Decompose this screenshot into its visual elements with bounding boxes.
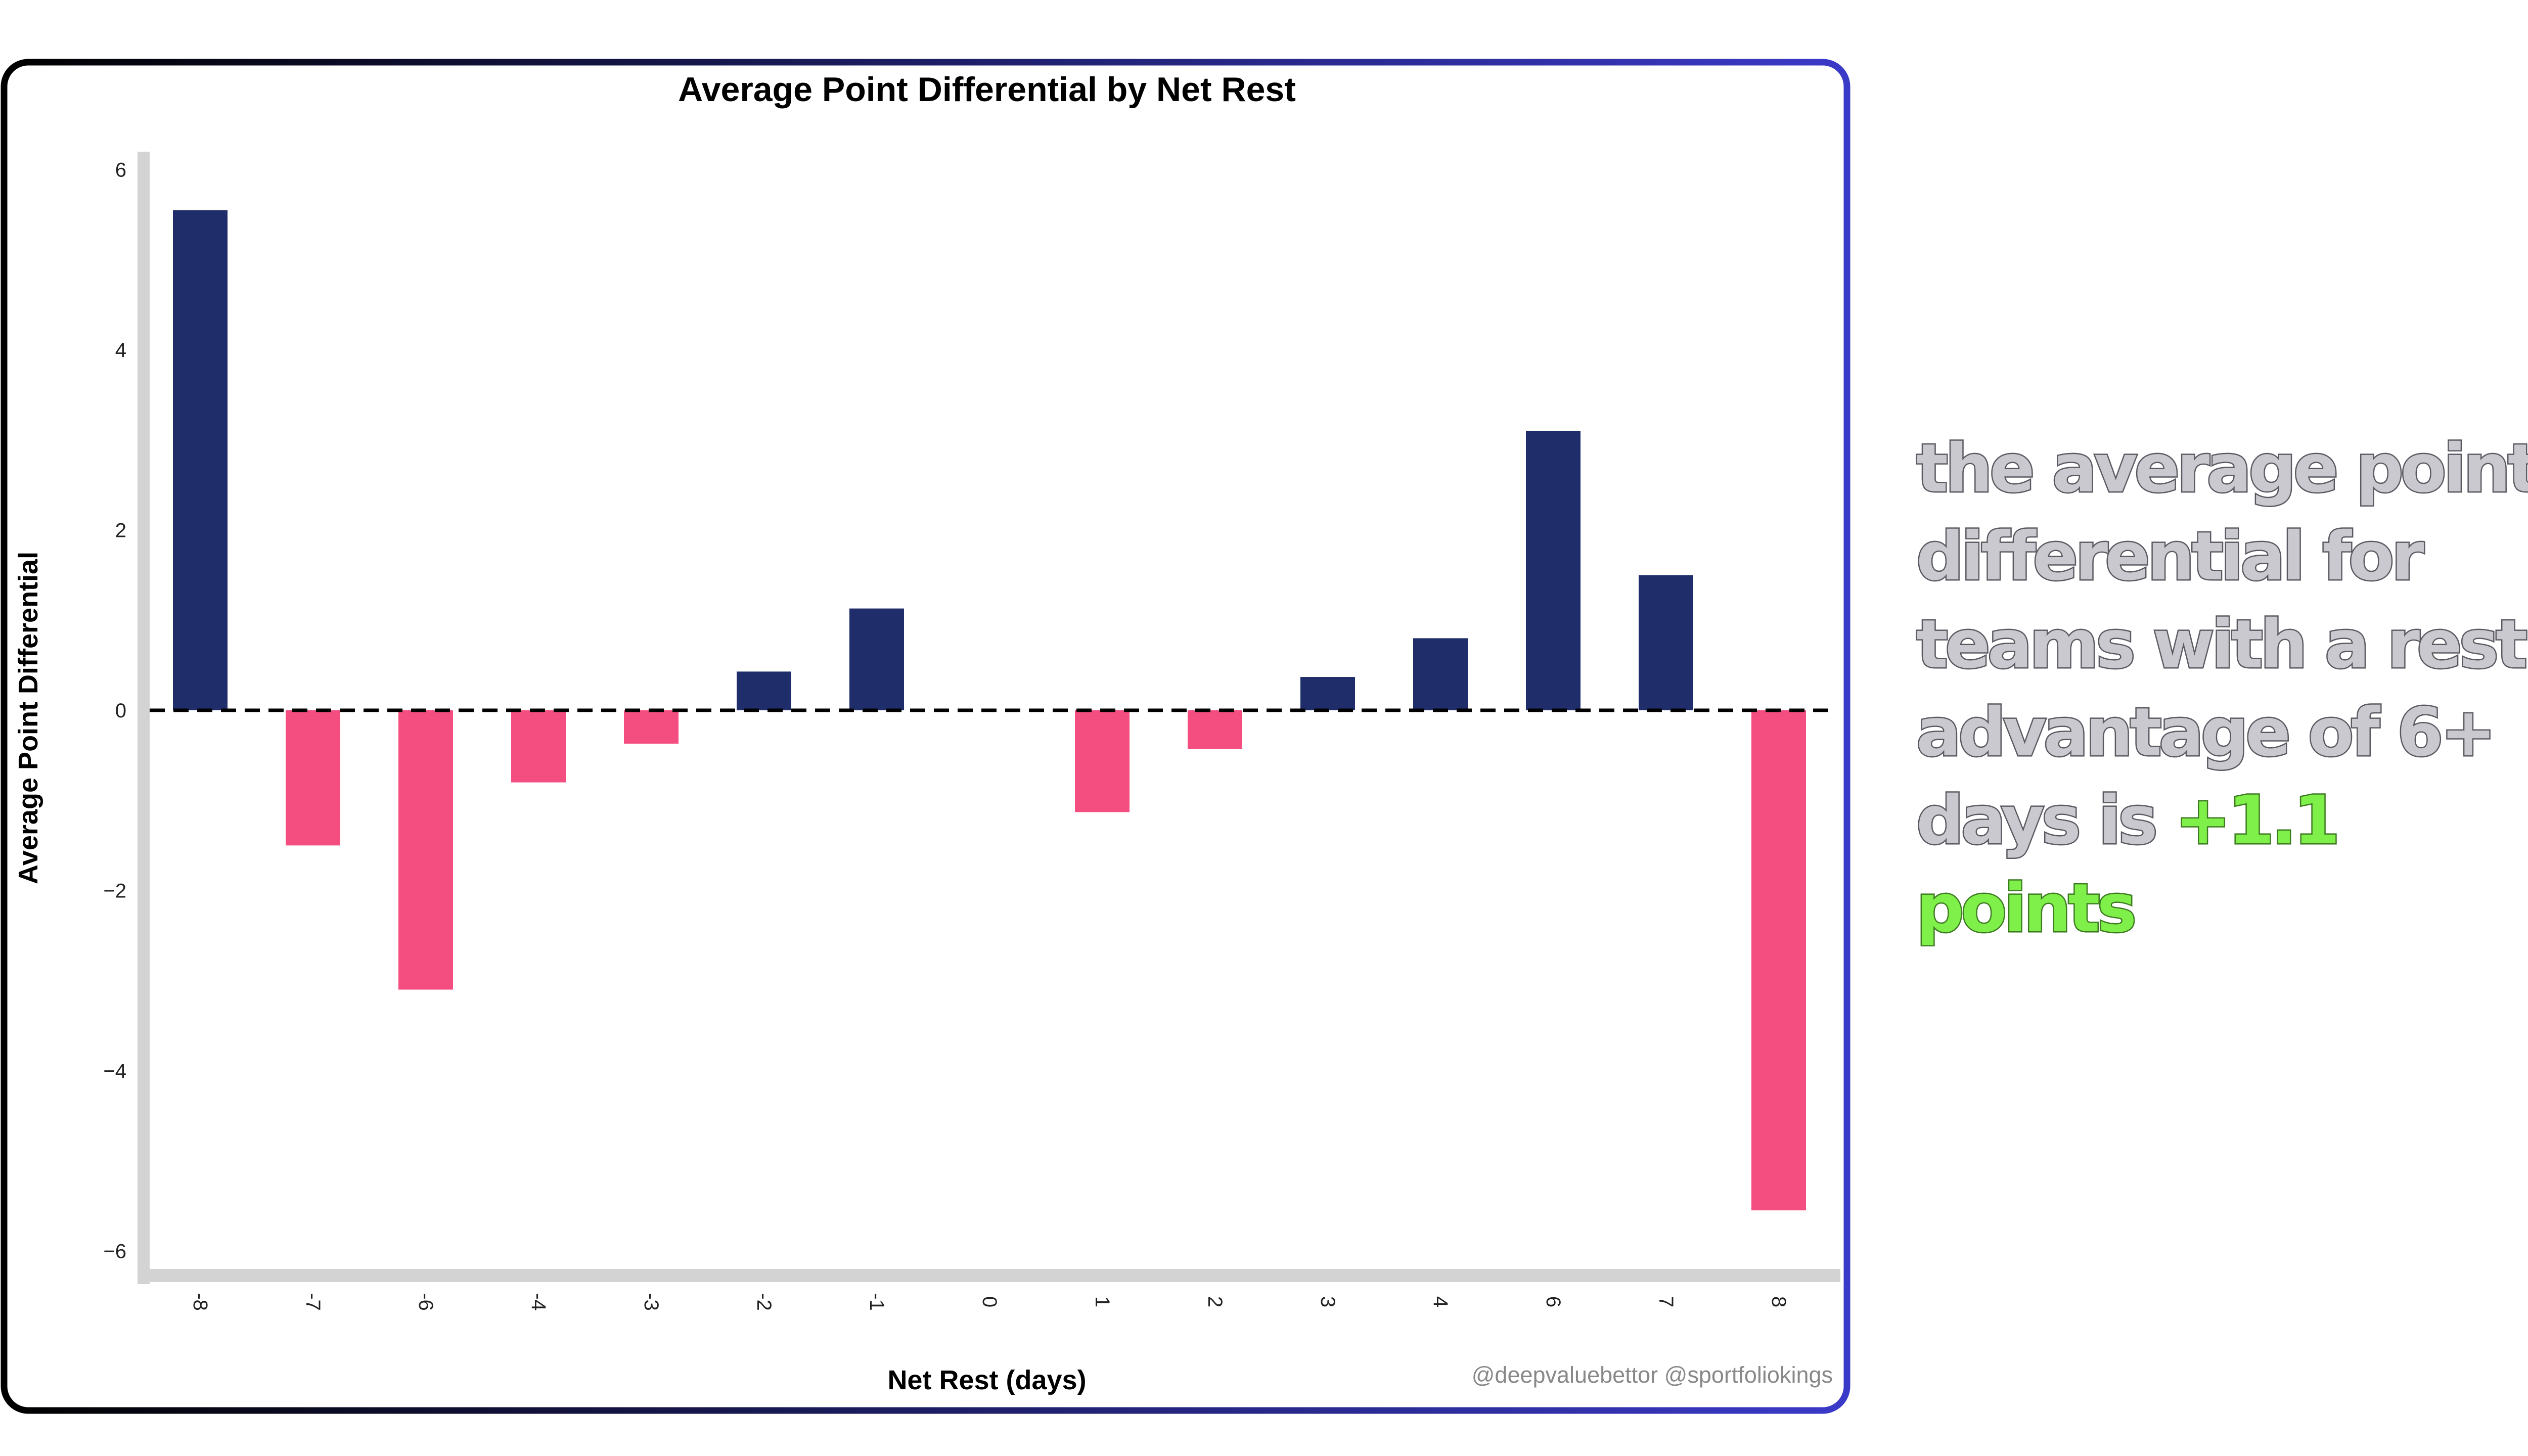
y-tick-label: −2 bbox=[103, 880, 126, 902]
x-tick-label: -6 bbox=[415, 1293, 437, 1311]
bar--8 bbox=[173, 210, 228, 710]
y-tick-label: −6 bbox=[103, 1240, 126, 1262]
x-tick-label: -3 bbox=[640, 1293, 662, 1311]
y-tick-labels: 6 4 2 0 −2 −4 −6 bbox=[103, 159, 126, 1263]
x-tick-label: 3 bbox=[1317, 1296, 1339, 1307]
x-tick-label: -8 bbox=[189, 1293, 211, 1311]
chart-frame bbox=[1, 59, 1850, 1414]
bar-2 bbox=[1188, 710, 1242, 749]
x-axis-label: Net Rest (days) bbox=[887, 1365, 1086, 1395]
x-tick-label: 4 bbox=[1429, 1296, 1452, 1307]
bar-7 bbox=[1639, 575, 1693, 710]
bar--3 bbox=[624, 710, 679, 744]
bar-4 bbox=[1413, 638, 1468, 710]
x-tick-label: 6 bbox=[1542, 1296, 1564, 1307]
y-axis-label: Average Point Differential bbox=[13, 552, 43, 884]
y-tick-label: 4 bbox=[115, 339, 126, 361]
x-tick-label: -4 bbox=[527, 1293, 550, 1311]
y-tick-label: 0 bbox=[115, 700, 126, 722]
x-tick-labels: -8 -7 -6 -4 -3 -2 -1 0 1 2 3 4 6 7 8 bbox=[189, 1293, 1790, 1311]
x-tick-label: -1 bbox=[866, 1293, 888, 1311]
x-tick-label: 7 bbox=[1655, 1296, 1677, 1307]
x-tick-label: 8 bbox=[1768, 1296, 1790, 1307]
bar--2 bbox=[737, 671, 791, 710]
chart-title: Average Point Differential by Net Rest bbox=[678, 70, 1296, 109]
x-tick-label: -7 bbox=[302, 1293, 324, 1311]
x-tick-label: 2 bbox=[1204, 1296, 1226, 1307]
y-tick-label: 6 bbox=[115, 159, 126, 181]
bar--4 bbox=[511, 710, 566, 783]
y-tick-label: 2 bbox=[115, 520, 126, 542]
x-tick-label: -2 bbox=[753, 1293, 775, 1311]
bars-layer bbox=[173, 210, 1806, 1211]
bar--1 bbox=[849, 608, 904, 710]
bar--7 bbox=[286, 710, 340, 846]
bar--6 bbox=[398, 710, 453, 990]
x-axis-spine bbox=[138, 1269, 1840, 1282]
watermark-text: @deepvaluebettor @sportfoliokings bbox=[1472, 1362, 1833, 1388]
y-axis-spine bbox=[138, 152, 150, 1284]
bar-1 bbox=[1075, 710, 1130, 812]
bar-6 bbox=[1526, 431, 1581, 710]
y-tick-label: −4 bbox=[103, 1060, 126, 1082]
bar-8 bbox=[1751, 710, 1806, 1211]
callout-text: the average point differential for teams… bbox=[1915, 425, 2528, 952]
x-tick-label: 1 bbox=[1091, 1296, 1113, 1307]
callout-main-text: the average point differential for teams… bbox=[1915, 429, 2528, 861]
callout-highlight-text: +1.1 points bbox=[1915, 781, 2341, 949]
bar-3 bbox=[1300, 677, 1355, 710]
x-tick-label: 0 bbox=[978, 1296, 1001, 1307]
